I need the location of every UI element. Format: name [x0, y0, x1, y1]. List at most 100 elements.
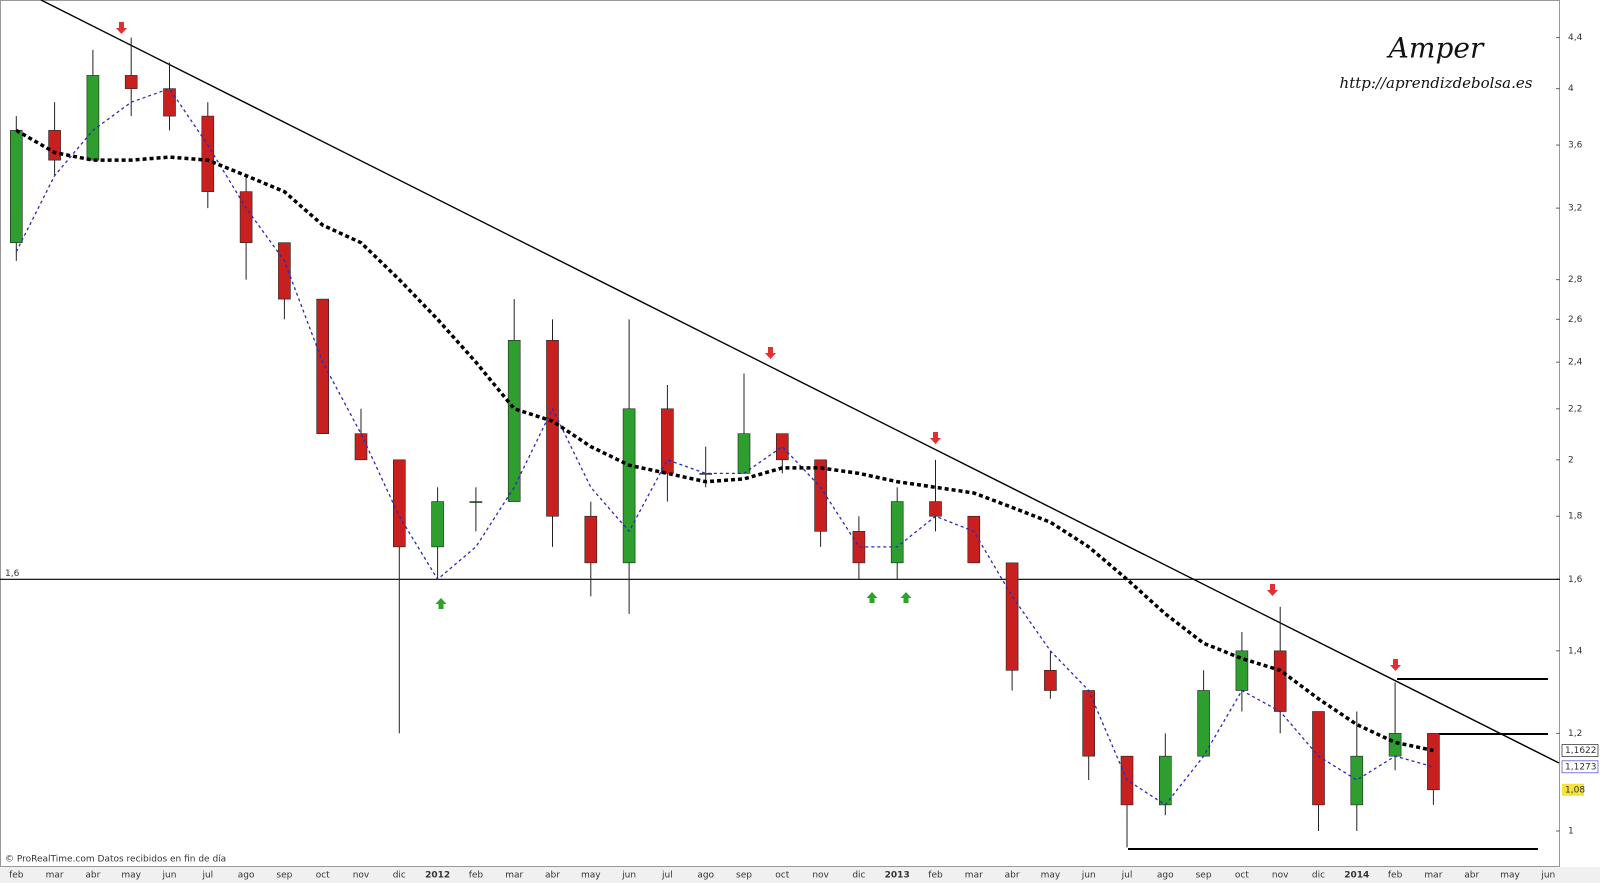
last-value-label: 1,1273: [1565, 762, 1597, 772]
x-tick-label: may: [581, 871, 601, 881]
x-tick-label: dic: [1312, 871, 1325, 881]
x-tick-label: nov: [353, 871, 370, 881]
x-tick-label: nov: [812, 871, 829, 881]
candle-body: [852, 531, 866, 564]
x-tick-label: abr: [545, 871, 560, 881]
candle-body: [814, 459, 827, 532]
candle-body: [890, 501, 904, 564]
chart-subtitle: http://aprendizdebolsa.es: [1340, 74, 1533, 92]
candle-body: [392, 459, 406, 548]
candle-body: [622, 408, 636, 564]
x-tick-label: mar: [46, 871, 64, 881]
candle-body: [546, 340, 559, 517]
x-tick-label: feb: [1388, 871, 1403, 881]
red-arrows: [116, 22, 1401, 671]
candle-body: [201, 115, 215, 192]
x-tick-label: feb: [9, 871, 24, 881]
x-tick-label: 2014: [1344, 871, 1369, 881]
candle-body: [1082, 690, 1095, 757]
x-tick-label: sep: [1196, 871, 1212, 881]
x-tick-label: jun: [1540, 871, 1555, 881]
x-tick-label: jul: [661, 871, 673, 881]
candle-body: [1273, 650, 1287, 712]
x-tick-label: feb: [469, 871, 484, 881]
x-tick-label: ago: [697, 871, 714, 881]
candle-body: [48, 130, 61, 161]
candle-body: [239, 191, 253, 243]
moving-average: [15, 87, 1434, 806]
x-tick-label: oct: [775, 871, 789, 881]
x-tick-label: 2012: [425, 871, 450, 881]
hline-label: 1,6: [5, 569, 20, 579]
x-tick-label: feb: [928, 871, 943, 881]
candle-body: [124, 75, 138, 89]
y-tick-label: 2: [1568, 455, 1574, 465]
candle-body: [1197, 690, 1210, 757]
candle-body: [584, 515, 598, 564]
footer: © ProRealTime.com Datos recibidos en fin…: [5, 855, 226, 865]
x-tick-label: oct: [1235, 871, 1249, 881]
trendline: [40, 0, 1560, 764]
candle-body: [775, 433, 789, 461]
x-axis-strip: [0, 867, 1600, 883]
green-arrows: [435, 592, 912, 609]
y-tick-label: 1,2: [1568, 729, 1582, 739]
x-tick-label: jun: [1081, 871, 1096, 881]
y-tick-label: 3,6: [1568, 141, 1583, 151]
x-tick-label: may: [1500, 871, 1520, 881]
x-tick-label: abr: [1005, 871, 1020, 881]
y-tick-label: 4,4: [1568, 33, 1583, 43]
x-tick-label: mar: [1424, 871, 1442, 881]
last-close-badge: [1562, 783, 1584, 796]
candle-body: [1350, 755, 1364, 806]
candle-body: [163, 88, 176, 117]
candle-body: [354, 433, 368, 461]
candle-body: [431, 501, 444, 548]
x-tick-label: may: [1041, 871, 1061, 881]
last-value-badge: [1561, 760, 1599, 774]
y-tick-label: 4: [1568, 84, 1574, 94]
x-tick-label: mar: [505, 871, 523, 881]
candle-body: [661, 408, 674, 474]
last-value-label: 1,1622: [1565, 746, 1597, 756]
x-tick-label: sep: [276, 871, 292, 881]
x-tick-label: jun: [162, 871, 177, 881]
x-tick-label: jul: [1121, 871, 1133, 881]
x-tick-label: ago: [1157, 871, 1174, 881]
x-tick-label: oct: [316, 871, 330, 881]
candle-body: [1312, 711, 1325, 806]
x-tick-label: dic: [393, 871, 406, 881]
candle-body: [967, 515, 981, 564]
x-tick-label: dic: [852, 871, 865, 881]
candle-body: [1388, 733, 1402, 757]
y-tick-label: 1,8: [1568, 512, 1583, 522]
candle-body: [1044, 670, 1057, 691]
y-tick-label: 2,4: [1568, 358, 1583, 368]
x-tick-label: sep: [736, 871, 752, 881]
candle-body: [737, 433, 751, 474]
y-tick-label: 2,2: [1568, 404, 1582, 414]
candle-body: [507, 340, 521, 502]
last-value-badge: [1561, 744, 1599, 757]
x-tick-label: ago: [238, 871, 255, 881]
x-tick-label: jul: [201, 871, 213, 881]
candle-body: [469, 501, 483, 503]
candle-body: [86, 75, 100, 161]
y-tick-label: 1: [1568, 827, 1574, 837]
x-tick-label: abr: [85, 871, 100, 881]
x-tick-label: nov: [1272, 871, 1289, 881]
candle-body: [1159, 755, 1172, 806]
chart-title: Amper: [1386, 32, 1485, 65]
y-tick-label: 3,2: [1568, 204, 1582, 214]
candle-body: [1427, 733, 1440, 791]
last-close-label: 1,08: [1565, 785, 1585, 795]
candle-body: [10, 130, 23, 243]
candle-body: [929, 501, 942, 517]
y-tick-label: 2,6: [1568, 315, 1583, 325]
x-tick-label: mar: [965, 871, 983, 881]
y-tick-label: 1,6: [1568, 575, 1583, 585]
moving-average: [15, 128, 1434, 753]
candle-body: [699, 473, 713, 475]
y-tick-label: 2,8: [1568, 275, 1583, 285]
